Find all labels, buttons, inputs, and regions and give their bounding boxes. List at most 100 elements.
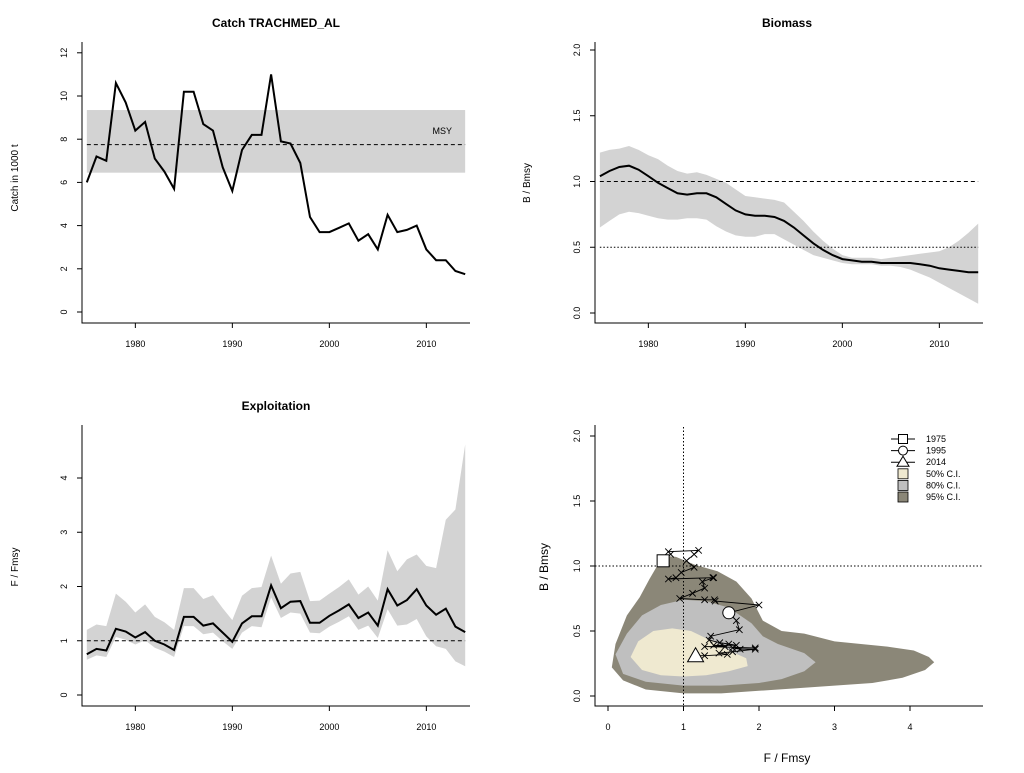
exploitation-y-tick-label: 3 [59,530,69,535]
kobe-y-tick-label: 1.0 [572,560,582,573]
catch-y-tick-label: 0 [59,309,69,314]
catch-y-tick-label: 6 [59,180,69,185]
legend-label: 1995 [926,446,946,456]
kobe-ci-region-50 [630,628,748,677]
biomass-x-tick-label: 2000 [832,339,852,349]
catch-x-tick-label: 2010 [416,339,436,349]
exploitation-y-tick-label: 2 [59,584,69,589]
exploitation-series-line [86,582,466,656]
legend-label: 1975 [926,434,946,444]
kobe-trajectory-point [683,557,691,565]
exploitation-x-tick-label: 1980 [125,722,145,732]
catch-y-tick-label: 12 [59,48,69,58]
kobe-trajectory-line [662,549,760,657]
catch-y-label: Catch in 1000 t [10,144,21,211]
kobe-y-tick-label: 2.0 [572,430,582,443]
catch-y-tick-label: 2 [59,266,69,271]
kobe-trajectory-point [721,643,729,651]
kobe-trajectory-point [664,548,672,556]
kobe-trajectory-point [729,648,737,656]
kobe-trajectory-point [672,574,680,582]
kobe-trajectory-point [751,645,759,653]
kobe-trajectory-point [690,550,698,558]
biomass-y-tick-label: 0.0 [572,307,582,320]
catch-y-tick-label: 10 [59,91,69,101]
kobe-trajectory-point [664,575,672,583]
kobe-trajectory-point [676,594,684,603]
catch-axis-frame [81,42,470,324]
kobe-trajectory-point [723,650,731,658]
biomass-x-tick-label: 1990 [735,339,755,349]
catch-x-tick-label: 1990 [222,339,242,349]
exploitation-panel: 0 1 2 3 4 1980 1990 2000 2010 Exploitation F / Fms… [10,399,470,732]
biomass-y-tick-label: 2.0 [572,44,582,57]
exploitation-x-tick-label: 1990 [222,722,242,732]
biomass-y-tick-label: 1.0 [572,175,582,188]
kobe-marker-2014 [686,646,705,663]
kobe-trajectory-point [701,643,709,651]
legend-circle-symbol [898,445,908,456]
legend-box-50 [897,468,909,480]
kobe-trajectory-point [716,639,724,647]
biomass-y-label: B / Bmsy [522,163,533,203]
biomass-axis-frame [594,42,983,324]
kobe-axis-frame [594,425,983,707]
kobe-x-tick-label: 1 [681,722,686,732]
kobe-y-tick-label: 1.5 [572,495,582,508]
legend-box-95 [897,491,909,503]
exploitation-title: Exploitation [242,399,311,413]
kobe-trajectory-point [736,645,744,653]
kobe-trajectory-point [707,632,715,640]
kobe-trajectory-point [701,596,709,604]
catch-series-line [85,74,466,276]
kobe-trajectory-point [711,597,719,605]
kobe-y-tick-label: 0.0 [572,690,582,703]
exploitation-x-tick-label: 2000 [319,722,339,732]
exploitation-y-tick-label: 0 [59,692,69,697]
catch-x-tick-label: 2000 [319,339,339,349]
kobe-x-label: F / Fmsy [764,751,811,765]
kobe-x-tick-label: 4 [907,722,912,732]
biomass-panel: 0.0 0.5 1.0 1.5 2.0 1980 1990 2000 2010 Biomass B … [522,16,983,349]
kobe-trajectory-point [701,584,709,592]
catch-panel: MSY 0 2 4 6 8 10 12 1980 1990 2000 2010 Catch TRACHM… [10,16,470,349]
biomass-title: Biomass [762,16,812,30]
kobe-y-tick-label: 0.5 [572,625,582,638]
legend-square-symbol [898,434,908,444]
kobe-trajectory-point [690,563,698,571]
kobe-trajectory-point [715,649,723,657]
exploitation-x-tick-label: 2010 [416,722,436,732]
catch-msy-band [86,110,466,173]
kobe-trajectory-point [689,589,697,597]
kobe-trajectory-point [735,626,743,634]
biomass-y-tick-label: 1.5 [572,109,582,122]
kobe-trajectory-point [755,601,763,609]
biomass-x-tick-label: 1980 [638,339,658,349]
legend-label: 50% C.I. [926,469,961,479]
exploitation-axis-frame [81,425,470,707]
biomass-x-tick-label: 2010 [929,339,949,349]
kobe-marker-1975 [656,554,670,568]
kobe-trajectory-point [701,652,709,660]
kobe-trajectory-point [732,617,740,625]
kobe-panel: 0.0 0.5 1.0 1.5 2.0 0 1 2 3 4 F / Fmsy B / Bmsy [537,425,983,765]
legend-label: 95% C.I. [926,492,961,502]
kobe-trajectory-point [709,574,717,582]
legend-label: 2014 [926,457,946,467]
kobe-y-label: B / Bmsy [537,543,551,591]
legend-triangle-symbol [896,455,910,467]
exploitation-y-label: F / Fmsy [10,548,21,587]
catch-y-tick-label: 4 [59,223,69,228]
kobe-marker-1995 [722,606,736,620]
exploitation-y-tick-label: 1 [59,638,69,643]
legend-box-80 [897,479,909,491]
biomass-y-tick-label: 0.5 [572,241,582,254]
kobe-x-tick-label: 2 [756,722,761,732]
exploitation-ci-band [86,444,466,667]
biomass-series-line [599,164,979,274]
kobe-trajectory-point [705,636,713,644]
kobe-trajectory-point [710,574,718,582]
catch-msy-annotation: MSY [432,126,452,136]
